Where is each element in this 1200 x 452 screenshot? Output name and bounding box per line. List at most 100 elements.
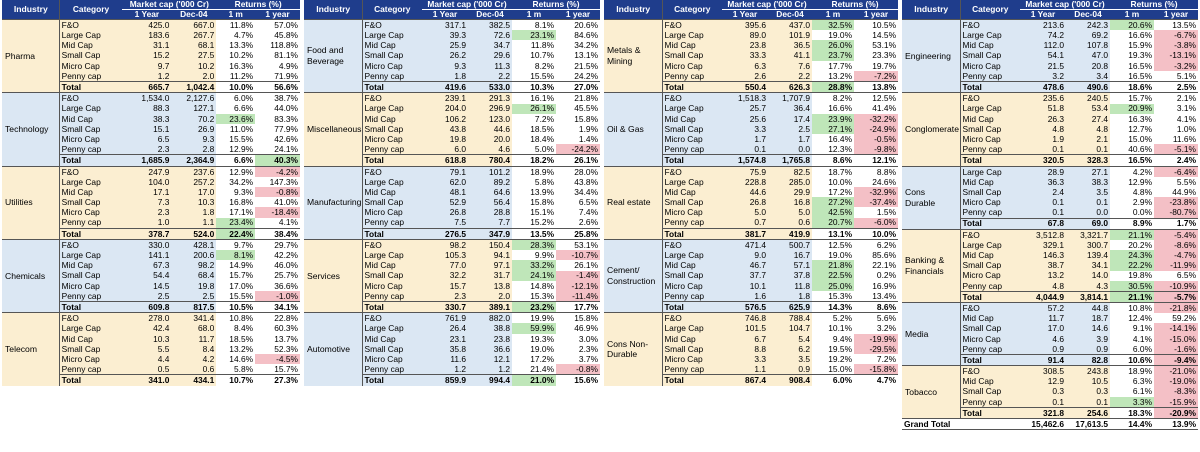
mcap-dec-04-cell: 14.6 — [1066, 323, 1111, 334]
mcap-dec-04-cell: 0.3 — [1066, 386, 1111, 397]
header-dec-04: Dec-04 — [1066, 9, 1111, 20]
return-1-m-cell: 12.9% — [1128, 176, 1153, 187]
mcap-1-year-cell: 12.9 — [1020, 376, 1066, 387]
mcap-dec-04-cell: 150.4 — [468, 238, 513, 251]
return-1-year-cell: 43.8% — [574, 176, 599, 187]
category-cell: Mid Cap — [59, 333, 123, 344]
mcap-1-year-cell: 91.4 — [1020, 353, 1066, 366]
return-1-year-cell: 1.5% — [876, 207, 897, 218]
category-cell: Micro Cap — [59, 354, 123, 365]
mcap-dec-04-cell: 11.3 — [468, 60, 513, 71]
category-cell: Penny cap — [59, 290, 123, 302]
mcap-1-year-cell: 54.1 — [1020, 50, 1066, 61]
category-cell: Small Cap — [960, 386, 1020, 397]
category-cell: Large Cap — [960, 165, 1020, 177]
mcap-1-year-cell: 235.6 — [1020, 92, 1066, 104]
table-row: Penny cap 1.8 2.2 15.5% 24.2% — [304, 70, 600, 82]
category-cell: Small Cap — [960, 123, 1020, 135]
mcap-1-year-cell: 550.4 — [722, 81, 768, 93]
category-cell: F&O — [59, 312, 123, 324]
mcap-1-year-cell: 5.0 — [722, 207, 768, 218]
category-cell: Total — [960, 353, 1020, 366]
mcap-dec-04-cell: 2.8 — [171, 144, 217, 155]
return-1-m-cell: 32.5% — [812, 19, 855, 31]
category-cell: F&O — [662, 312, 722, 324]
mcap-1-year-cell: 4.8 — [1020, 123, 1066, 135]
return-1-m-cell: 12.5% — [812, 238, 855, 251]
category-cell: Penny cap — [662, 217, 722, 229]
return-1-year-cell: 34.1% — [255, 301, 300, 313]
return-1-m-cell: 19.3% — [1128, 50, 1153, 61]
category-cell: Micro Cap — [960, 333, 1020, 344]
mcap-dec-04-cell: 0.1 — [1066, 396, 1111, 408]
return-1-year-cell: 57.0% — [255, 19, 300, 31]
table-row: Small Cap 15.1 26.9 11.0% 77.9% — [2, 123, 300, 135]
table-row: Penny cap 2.3 2.8 12.9% 24.1% — [2, 144, 300, 155]
mcap-1-year-cell: 9.3 — [422, 60, 468, 71]
mcap-1-year-cell: 106.2 — [422, 113, 468, 124]
table-row: Micro Cap 9.3 11.3 8.2% 21.5% — [304, 60, 600, 71]
return-1-m-cell: 17.2% — [828, 187, 853, 197]
mcap-dec-04-cell: 0.1 — [1066, 197, 1111, 208]
mcap-1-year-cell: 74.2 — [1020, 30, 1066, 41]
return-1-m-cell: 13.9% — [530, 187, 555, 197]
table-row: Large Cap 74.2 69.2 16.6% -6.7% — [902, 30, 1199, 41]
mcap-1-year-cell: 79.1 — [422, 165, 468, 177]
table-row: Metals & Mining F&O 395.6 437.0 32.5% 10.5% — [604, 18, 899, 93]
mcap-1-year-cell: 4.6 — [1020, 333, 1066, 344]
return-1-year-cell: 53.1% — [556, 238, 601, 251]
return-1-m-cell: 10.8% — [1110, 302, 1155, 314]
category-cell: Micro Cap — [362, 134, 422, 145]
return-1-year-cell: 44.0% — [274, 103, 298, 114]
mcap-dec-04-cell: 11.7 — [171, 333, 217, 344]
return-1-m-cell: 13.2% — [828, 70, 853, 81]
category-cell: Large Cap — [662, 323, 722, 334]
table-row: Mid Cap 31.1 68.1 13.3% 118.8% — [2, 40, 300, 51]
return-1-m-cell: 17.0% — [229, 280, 254, 291]
return-1-m-cell: 14.6% — [229, 354, 254, 364]
mcap-1-year-cell: 276.5 — [422, 227, 468, 240]
header-1-year-return: 1 year — [556, 9, 601, 20]
return-1-m-cell: 17.7% — [828, 60, 853, 71]
mcap-1-year-cell: 17.0 — [1020, 323, 1066, 334]
table-row: Large Cap 104.0 257.2 34.2% 147.3% — [2, 176, 300, 187]
mcap-1-year-cell: 105.3 — [422, 250, 468, 261]
category-cell: Mid Cap — [59, 187, 123, 198]
category-cell: Large Cap — [59, 30, 123, 41]
header-1-year: 1 Year — [1020, 9, 1066, 20]
return-1-m-cell: 20.6% — [1110, 19, 1155, 31]
return-1-year-cell: -6.0% — [854, 217, 899, 229]
return-1-m-cell: 13.3% — [229, 40, 254, 51]
table-row: Telecom F&O 278.0 341.4 10.8% 22.8% — [2, 312, 300, 386]
return-1-m-cell: 9.7% — [216, 238, 256, 251]
return-1-m-cell: 0.0% — [1132, 207, 1153, 218]
return-1-m-cell: 15.8% — [530, 197, 555, 208]
mcap-1-year-cell: 26.2 — [422, 50, 468, 61]
mcap-1-year-cell: 329.1 — [1020, 239, 1066, 251]
category-cell: Total — [59, 227, 123, 240]
return-1-year-cell: 60.3% — [274, 323, 298, 334]
return-1-m-cell: 6.1% — [1132, 386, 1153, 397]
mcap-dec-04-cell: 533.0 — [468, 81, 513, 93]
return-1-m-cell: 13.5% — [512, 227, 557, 240]
return-1-year-cell: 12.1% — [854, 154, 899, 167]
return-1-year-cell: -13.1% — [1154, 50, 1199, 61]
table-row: Mid Cap 48.1 64.6 13.9% 34.4% — [304, 187, 600, 198]
mcap-dec-04-cell: 27.1 — [1066, 165, 1111, 177]
header-1-year-return: 1 year — [1154, 9, 1199, 20]
category-cell: Small Cap — [662, 123, 722, 135]
return-1-year-cell: 42.2% — [274, 250, 298, 261]
mcap-dec-04-cell: 882.0 — [468, 312, 513, 324]
table-row: Total 67.8 69.0 8.9% 1.7% — [902, 217, 1199, 230]
return-1-year-cell: -10.9% — [1154, 280, 1199, 292]
mcap-dec-04-cell: 69.0 — [1066, 217, 1111, 230]
return-1-year-cell: 52.3% — [274, 343, 298, 354]
mcap-dec-04-cell: 1.2 — [468, 364, 513, 375]
return-1-m-cell: 11.8% — [216, 19, 256, 31]
mcap-1-year-cell: 25.6 — [722, 113, 768, 124]
category-cell: Total — [362, 374, 422, 386]
table-row: Banking & Financials F&O 3,512.8 3,321.7 21.… — [902, 228, 1199, 303]
return-1-year-cell: 15.8% — [574, 113, 599, 124]
mcap-1-year-cell: 239.1 — [422, 92, 468, 104]
mcap-1-year-cell: 104.0 — [122, 176, 172, 187]
